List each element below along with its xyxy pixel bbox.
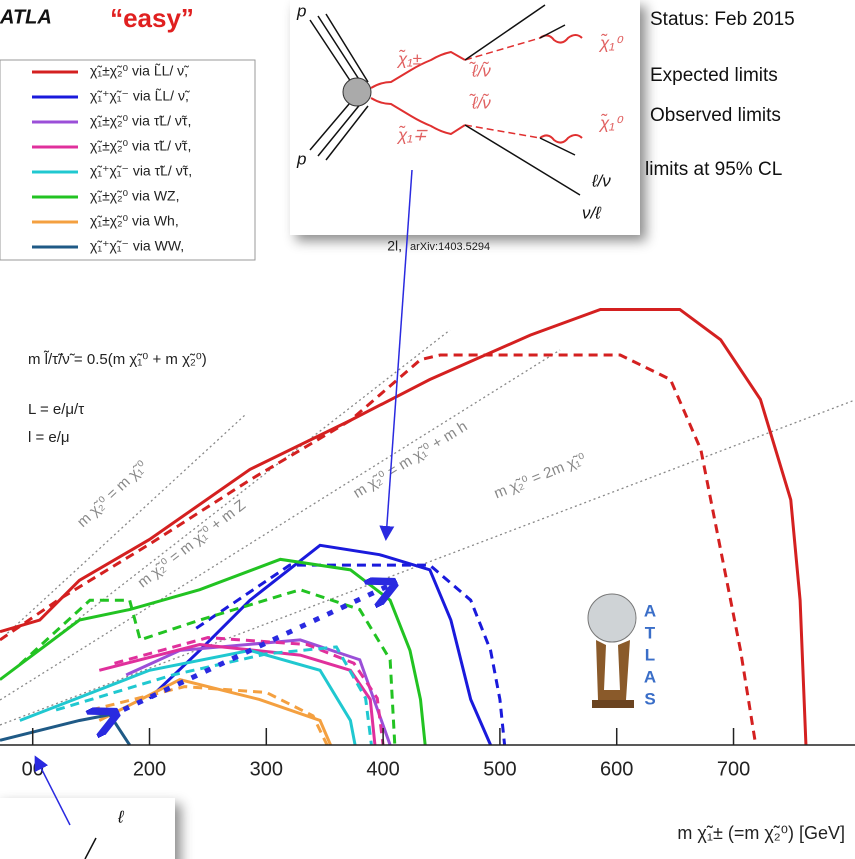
x-tick-label: 600	[600, 758, 633, 780]
legend-box	[0, 59, 256, 261]
legend-label: χ̃₁±χ̃₂⁰ via τ̃L/ ν̃τ,	[90, 113, 191, 129]
atlas-logo	[587, 593, 637, 708]
diagram-label: χ̃₁⁰	[598, 32, 624, 52]
inset-label: ℓ	[117, 807, 124, 826]
logo-letter: L	[645, 645, 655, 664]
diagram-label: ℓ̃/ν̃	[468, 60, 491, 80]
legend-label: χ̃₁±χ̃₂⁰ via τ̃L/ ν̃τ,	[90, 138, 191, 154]
logo-letter: A	[644, 667, 656, 686]
title: “easy”	[110, 3, 194, 33]
x-tick-label: 300	[250, 758, 283, 780]
diagram-label: χ̃₁∓	[396, 124, 429, 144]
diagram	[309, 4, 583, 196]
status-box	[640, 0, 855, 40]
expected-contour	[195, 563, 507, 746]
observed-contour	[0, 307, 808, 746]
legend-label: χ̃₁±χ̃₂⁰ via Wh,	[90, 213, 179, 229]
diagram-label: ν/ℓ	[582, 203, 601, 222]
x-tick-label: 700	[717, 758, 750, 780]
expected-contour	[0, 353, 758, 746]
status: Status: Feb 2015	[650, 9, 795, 30]
x-axis: 00 200 300 400 500 600 700	[0, 728, 855, 780]
diagram-label: p	[296, 1, 306, 20]
assumption: l = e/μ	[28, 429, 70, 446]
arrows	[34, 169, 413, 826]
legend-reference: arXiv:1403.5294	[410, 241, 490, 253]
experiment: ATLA	[0, 6, 52, 28]
logo-letter: T	[645, 623, 656, 642]
x-tick-label: 200	[133, 758, 166, 780]
diagram-label: ℓ̃/ν̃	[468, 92, 491, 112]
legend-analysis: 2l,	[387, 238, 402, 254]
x-tick-label: 500	[483, 758, 516, 780]
x-tick-label: 00	[22, 758, 44, 780]
diagram-inset	[290, 0, 640, 235]
assumptions: m l̃/τ̃/ν̃ = 0.5(m χ̃₁⁰ + m χ̃₂⁰) L = e/…	[28, 350, 207, 446]
assumption: m l̃/τ̃/ν̃ = 0.5(m χ̃₁⁰ + m χ̃₂⁰)	[28, 350, 207, 368]
logo-letter: S	[644, 689, 655, 708]
x-tick-label: 400	[366, 758, 399, 780]
diagram-label: χ̃₁⁰	[598, 112, 624, 132]
x-axis-label: m χ̃₁± (=m χ̃₂⁰) [GeV]	[677, 823, 845, 843]
logo-letter: A	[644, 601, 656, 620]
legend-label: χ̃₁±χ̃₂⁰ via L̃L/ ν̃,	[90, 62, 189, 78]
diagram-labels: p p χ̃₁± χ̃₁∓ ℓ̃/ν̃ ℓ̃/ν̃ χ̃₁⁰ χ̃₁⁰ ℓ/ν …	[296, 1, 624, 222]
legend-note: Observed limits	[650, 105, 781, 126]
legend-label: χ̃₁⁺χ̃₁⁻ via L̃L/ ν̃,	[90, 87, 190, 103]
diagram-label: ℓ/ν	[591, 171, 611, 190]
assumption: L = e/μ/τ	[28, 401, 84, 418]
title-box	[62, 0, 242, 48]
legend-label: χ̃₁±χ̃₂⁰ via WZ,	[90, 188, 179, 204]
legend-note: Expected limits	[650, 65, 778, 86]
bottom-inset	[0, 798, 175, 859]
diagram-label: χ̃₁±	[396, 48, 422, 68]
legend-label: χ̃₁⁺χ̃₁⁻ via WW,	[90, 238, 184, 254]
legend-label: χ̃₁⁺χ̃₁⁻ via τ̃L/ ν̃τ,	[90, 163, 192, 179]
inset-line	[84, 837, 97, 859]
diagram-label: p	[296, 149, 306, 168]
legend-note: limits at 95% CL	[645, 159, 782, 180]
